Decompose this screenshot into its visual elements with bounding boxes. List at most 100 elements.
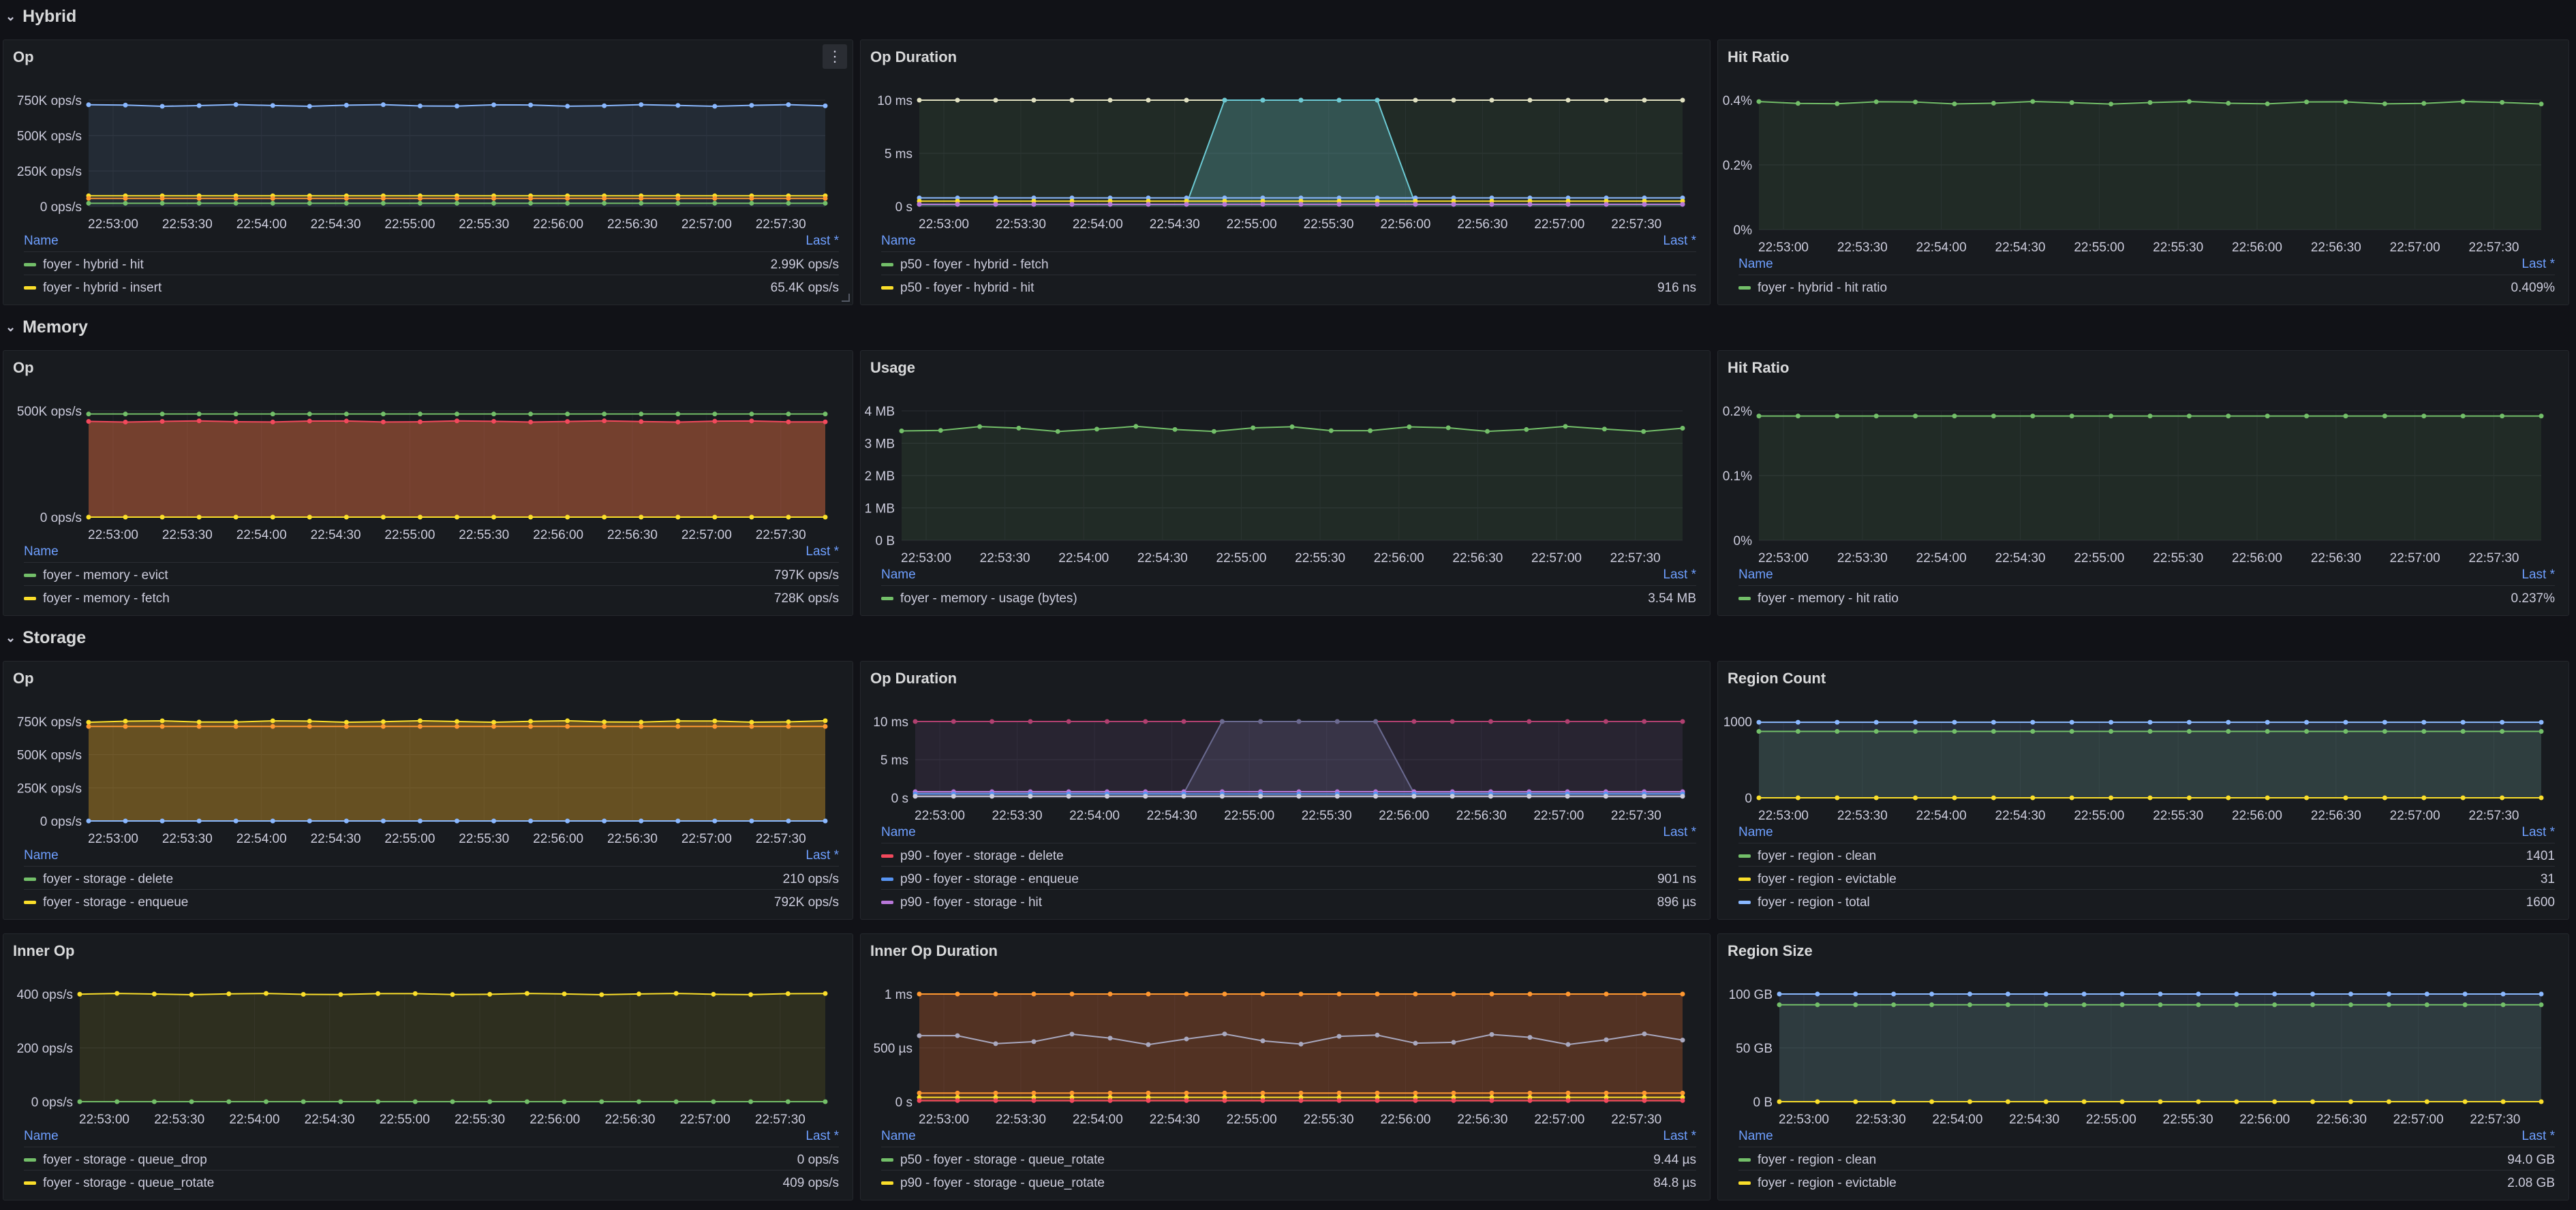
series-point[interactable] (899, 428, 904, 433)
series-point[interactable] (1891, 991, 1897, 997)
series-point[interactable] (1952, 101, 1957, 106)
series-point[interactable] (712, 104, 718, 109)
series-point[interactable] (1031, 1039, 1037, 1044)
series-point[interactable] (1066, 719, 1071, 724)
series-point[interactable] (2005, 991, 2010, 997)
series-point[interactable] (917, 991, 922, 997)
series-point[interactable] (2265, 719, 2270, 725)
series-point[interactable] (917, 1090, 922, 1096)
series-point[interactable] (264, 991, 269, 996)
series-point[interactable] (524, 1099, 530, 1104)
series-point[interactable] (1450, 719, 1455, 724)
series-point[interactable] (196, 724, 202, 729)
legend-last-column[interactable]: Last * (2521, 825, 2555, 839)
series-point[interactable] (151, 991, 157, 997)
legend-item[interactable]: foyer - region - clean 1401 (1738, 843, 2555, 867)
series-point[interactable] (1756, 795, 1762, 801)
series-point[interactable] (1451, 1090, 1456, 1096)
series-point[interactable] (1795, 414, 1800, 419)
series-point[interactable] (528, 412, 534, 417)
series-point[interactable] (2348, 1099, 2353, 1104)
series-point[interactable] (1527, 1098, 1533, 1103)
series-point[interactable] (2424, 991, 2429, 997)
series-point[interactable] (301, 991, 306, 997)
series-point[interactable] (1411, 719, 1417, 724)
series-point[interactable] (86, 719, 91, 725)
series-point[interactable] (1642, 719, 1647, 724)
time-series-graph[interactable]: 10 ms 5 ms 0 s 22:53:00 22:53:30 22:54:00 22:5… (861, 40, 1710, 234)
series-point[interactable] (2539, 414, 2544, 419)
series-point[interactable] (1604, 97, 1609, 103)
series-point[interactable] (2539, 729, 2544, 734)
series-point[interactable] (639, 719, 644, 725)
series-point[interactable] (917, 1098, 922, 1103)
series-point[interactable] (528, 196, 534, 201)
series-point[interactable] (2030, 729, 2036, 734)
time-series-graph[interactable]: 4 MB 3 MB 2 MB 1 MB 0 B 22:53:00 22:53:30 22:54… (861, 351, 1710, 568)
series-point[interactable] (2226, 719, 2231, 725)
legend-item[interactable]: foyer - storage - queue_rotate 409 ops/s (24, 1170, 839, 1194)
series-point[interactable] (1375, 97, 1380, 103)
legend-item[interactable]: p50 - foyer - hybrid - fetch (881, 251, 1696, 275)
series-point[interactable] (1260, 991, 1266, 997)
series-point[interactable] (2386, 1002, 2391, 1008)
series-point[interactable] (1565, 719, 1570, 724)
series-point[interactable] (1815, 1002, 1820, 1008)
series-point[interactable] (1028, 794, 1033, 799)
legend-last-column[interactable]: Last * (806, 234, 839, 248)
series-point[interactable] (712, 418, 718, 424)
series-point[interactable] (380, 419, 386, 424)
series-point[interactable] (712, 196, 718, 201)
series-point[interactable] (455, 418, 459, 424)
series-point[interactable] (233, 818, 239, 824)
series-point[interactable] (639, 200, 644, 206)
series-point[interactable] (338, 992, 343, 997)
series-point[interactable] (417, 412, 423, 417)
series-point[interactable] (2304, 729, 2310, 734)
series-point[interactable] (380, 719, 386, 724)
series-point[interactable] (1680, 1090, 1685, 1096)
series-point[interactable] (712, 200, 718, 206)
time-series-graph[interactable]: 400 ops/s 200 ops/s 0 ops/s 22:53:00 22:53:3… (3, 934, 853, 1129)
legend-series-name[interactable]: p50 - foyer - storage - queue_rotate (900, 1153, 1105, 1167)
series-point[interactable] (2310, 991, 2316, 997)
series-point[interactable] (189, 992, 194, 997)
series-point[interactable] (562, 1099, 567, 1104)
series-point[interactable] (1565, 1098, 1571, 1103)
series-point[interactable] (1031, 97, 1037, 103)
series-point[interactable] (639, 419, 644, 424)
series-point[interactable] (1777, 1002, 1782, 1008)
series-point[interactable] (823, 103, 828, 108)
series-point[interactable] (270, 103, 275, 108)
series-point[interactable] (602, 514, 607, 520)
legend-last-column[interactable]: Last * (2521, 257, 2555, 271)
series-point[interactable] (951, 794, 956, 799)
series-point[interactable] (2348, 991, 2353, 997)
series-point[interactable] (1604, 1090, 1609, 1096)
series-point[interactable] (639, 818, 644, 824)
series-point[interactable] (565, 514, 570, 520)
panel-inner-op[interactable]: Inner Op 400 ops/s 200 ops/s 0 ops/s 22:53:0… (3, 933, 853, 1200)
panel-title[interactable]: Usage (870, 359, 916, 376)
legend-color-swatch[interactable] (24, 878, 36, 881)
series-point[interactable] (2310, 1099, 2316, 1104)
series-point[interactable] (114, 991, 120, 996)
series-point[interactable] (1451, 202, 1456, 207)
series-point[interactable] (2226, 101, 2231, 106)
series-point[interactable] (226, 991, 232, 997)
series-point[interactable] (1451, 97, 1456, 103)
series-point[interactable] (1603, 794, 1608, 799)
series-point[interactable] (1451, 991, 1456, 997)
legend-series-name[interactable]: foyer - region - clean (1758, 1153, 1877, 1167)
series-point[interactable] (86, 818, 91, 824)
series-point[interactable] (2386, 991, 2391, 997)
series-point[interactable] (2421, 719, 2427, 725)
series-point[interactable] (786, 196, 791, 201)
series-point[interactable] (917, 202, 922, 207)
series-point[interactable] (196, 514, 202, 520)
series-point[interactable] (913, 719, 918, 724)
legend-name-column[interactable]: Name (24, 544, 59, 559)
series-point[interactable] (1756, 729, 1762, 734)
series-point[interactable] (455, 196, 459, 201)
series-point[interactable] (2226, 414, 2231, 419)
